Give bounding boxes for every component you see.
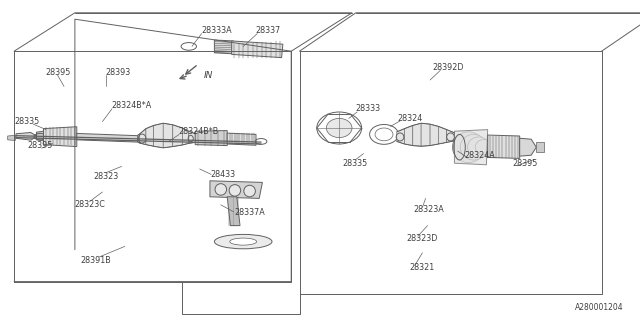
Ellipse shape xyxy=(215,184,227,195)
Polygon shape xyxy=(413,123,421,146)
Text: 28337A: 28337A xyxy=(234,208,265,217)
Polygon shape xyxy=(447,130,454,142)
Text: 28337: 28337 xyxy=(255,26,280,35)
Text: 28324B*B: 28324B*B xyxy=(179,127,218,136)
Text: 28323C: 28323C xyxy=(74,200,105,209)
Polygon shape xyxy=(430,124,438,146)
Polygon shape xyxy=(536,142,544,152)
Polygon shape xyxy=(397,129,404,144)
Polygon shape xyxy=(163,123,173,148)
Polygon shape xyxy=(195,131,227,146)
Polygon shape xyxy=(77,133,138,142)
Text: 28323: 28323 xyxy=(93,172,118,180)
Text: 28395: 28395 xyxy=(45,68,70,76)
Ellipse shape xyxy=(214,234,272,249)
Polygon shape xyxy=(454,130,488,165)
Text: 28335: 28335 xyxy=(14,117,40,126)
Polygon shape xyxy=(232,41,283,58)
Polygon shape xyxy=(227,133,256,145)
Polygon shape xyxy=(189,131,195,143)
Ellipse shape xyxy=(244,185,255,197)
Text: 28333A: 28333A xyxy=(201,26,232,35)
Text: 28323A: 28323A xyxy=(413,205,444,214)
Text: IN: IN xyxy=(204,71,213,80)
Polygon shape xyxy=(44,127,77,147)
Text: 28323D: 28323D xyxy=(406,234,438,243)
Polygon shape xyxy=(140,129,146,145)
Text: 28393: 28393 xyxy=(106,68,131,76)
Polygon shape xyxy=(210,181,262,198)
Text: 28335: 28335 xyxy=(342,159,368,168)
Text: 28395: 28395 xyxy=(27,141,52,150)
Text: 28395: 28395 xyxy=(512,159,538,168)
Ellipse shape xyxy=(452,132,484,163)
Polygon shape xyxy=(8,135,15,140)
Ellipse shape xyxy=(460,134,487,160)
Text: 28324B*A: 28324B*A xyxy=(111,101,151,110)
Ellipse shape xyxy=(326,118,352,138)
Text: 28433: 28433 xyxy=(210,170,236,179)
Text: 28392D: 28392D xyxy=(432,63,464,72)
Polygon shape xyxy=(173,125,182,147)
Polygon shape xyxy=(214,40,234,54)
Polygon shape xyxy=(138,134,140,143)
Text: 28333: 28333 xyxy=(355,104,381,113)
Polygon shape xyxy=(154,123,163,148)
Polygon shape xyxy=(227,197,240,226)
Polygon shape xyxy=(36,131,44,141)
Polygon shape xyxy=(438,126,447,144)
Text: 28391B: 28391B xyxy=(81,256,111,265)
Ellipse shape xyxy=(229,185,241,196)
Polygon shape xyxy=(16,132,37,140)
Polygon shape xyxy=(404,125,413,146)
Text: 28321: 28321 xyxy=(410,263,435,272)
Text: A280001204: A280001204 xyxy=(575,303,624,312)
Text: 28324A: 28324A xyxy=(465,151,495,160)
Polygon shape xyxy=(182,128,189,145)
Polygon shape xyxy=(421,123,430,146)
Polygon shape xyxy=(520,138,536,156)
Ellipse shape xyxy=(468,137,490,157)
Text: 28324: 28324 xyxy=(397,114,422,123)
Ellipse shape xyxy=(476,140,493,155)
Polygon shape xyxy=(146,125,154,146)
Ellipse shape xyxy=(230,238,257,245)
Polygon shape xyxy=(488,135,520,158)
